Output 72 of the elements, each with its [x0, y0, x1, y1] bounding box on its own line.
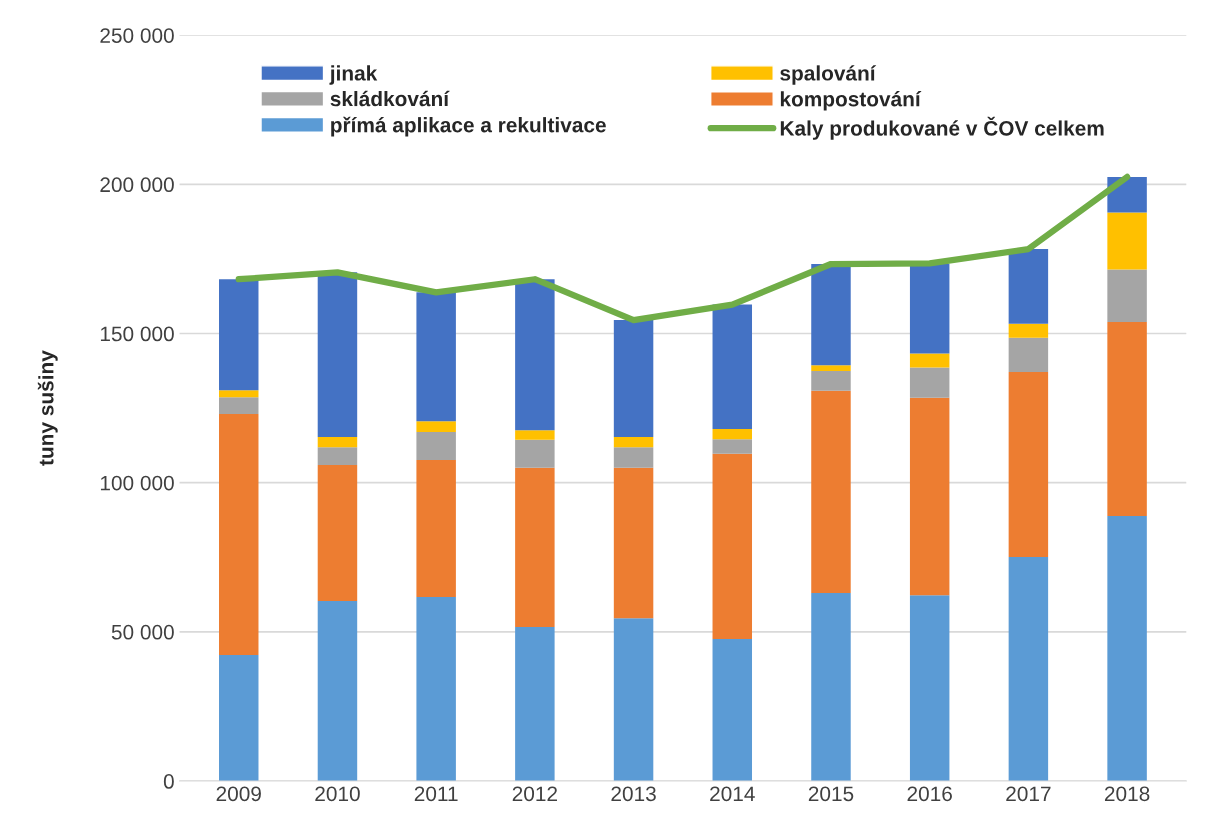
y-tick-label: 200 000 [100, 177, 174, 193]
x-tick-label: 2014 [710, 786, 755, 802]
x-tick-label: 2012 [512, 786, 557, 802]
legend-label: skládkování [330, 90, 450, 107]
bar [416, 421, 456, 432]
y-tick-label: 100 000 [100, 475, 174, 491]
x-tick-label: 2016 [907, 786, 952, 802]
bar [317, 601, 358, 782]
bar [317, 447, 358, 466]
legend-label: Kaly produkované v ČOV celkem [780, 116, 1104, 140]
bar [219, 414, 259, 656]
x-tick-label: 2013 [611, 786, 656, 802]
bar [613, 437, 654, 448]
bar [1107, 321, 1147, 517]
bar [712, 428, 753, 440]
bar [909, 397, 950, 596]
x-tick-label: 2009 [216, 786, 261, 802]
bar [712, 439, 753, 454]
legend-label: jinak [329, 65, 378, 85]
bar [712, 639, 753, 782]
bar [515, 467, 555, 628]
y-tick-label: 150 000 [100, 326, 174, 342]
y-tick-label: 50 000 [111, 624, 174, 640]
bar [1107, 212, 1147, 270]
bar [219, 655, 259, 782]
bar [811, 365, 851, 372]
y-tick-label: 0 [163, 774, 174, 789]
bar [909, 263, 950, 354]
x-tick-label: 2015 [808, 786, 854, 802]
x-tick-label: 2010 [315, 786, 360, 802]
bar [515, 439, 555, 468]
bar [1008, 323, 1049, 338]
bar [219, 397, 259, 415]
bar [613, 320, 654, 438]
x-tick-label: 2017 [1006, 786, 1051, 802]
bar [219, 390, 259, 398]
bar [712, 453, 753, 640]
bar [219, 279, 259, 391]
bar [613, 467, 654, 619]
legend-label: kompostování [780, 90, 922, 111]
bar [1107, 516, 1147, 782]
bar [317, 465, 358, 602]
bar [416, 292, 456, 422]
bar [317, 272, 358, 438]
bar [613, 618, 654, 782]
bar [515, 430, 555, 440]
bar [811, 264, 851, 366]
bar [1008, 556, 1049, 782]
bar [1008, 337, 1049, 373]
bar [909, 595, 950, 782]
bar [317, 437, 358, 448]
bar [1008, 372, 1049, 557]
x-tick-label: 2018 [1104, 786, 1150, 802]
y-axis-title: tuny sušiny [37, 350, 58, 466]
bar [1008, 249, 1049, 324]
bar [1107, 269, 1147, 322]
bar [909, 353, 950, 368]
y-tick-label: 250 000 [100, 28, 174, 43]
bar [416, 596, 456, 782]
bar [909, 367, 950, 398]
bar [811, 390, 851, 594]
bar [515, 279, 555, 431]
bar [811, 593, 851, 782]
bar [515, 627, 555, 782]
legend-label: přímá aplikace a rekultivace [331, 116, 606, 137]
bar [416, 460, 456, 597]
x-tick-label: 2011 [414, 786, 458, 802]
bar [712, 304, 753, 429]
bar [811, 371, 851, 391]
bar [416, 431, 456, 461]
legend-label: spalování [780, 65, 877, 85]
bar [613, 447, 654, 468]
